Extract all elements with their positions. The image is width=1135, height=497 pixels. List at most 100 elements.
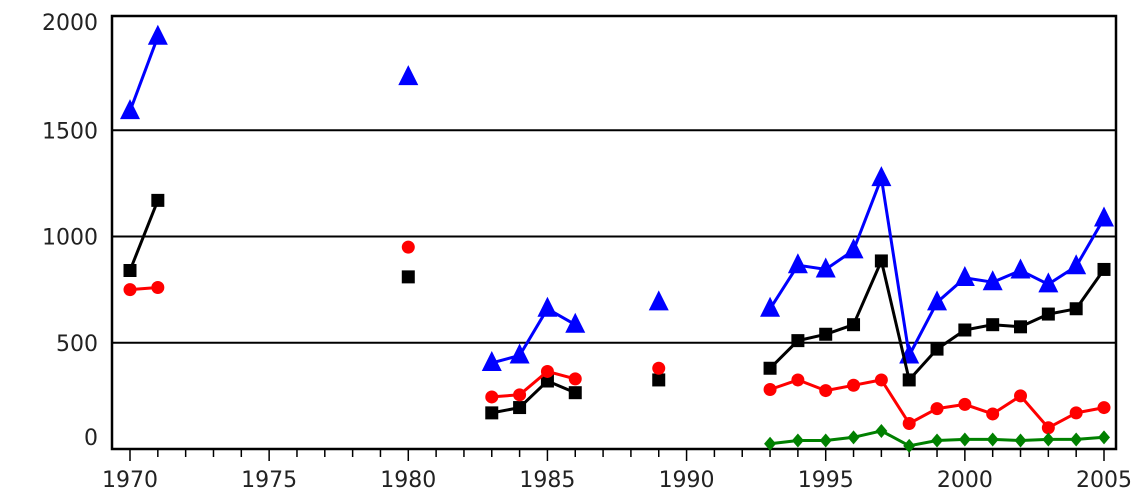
data-point (763, 383, 777, 396)
data-point (875, 423, 888, 438)
data-point (652, 373, 666, 387)
data-point (1097, 262, 1111, 276)
data-point (815, 257, 836, 278)
y-tick-label: 0 (84, 426, 98, 451)
x-tick-label: 2005 (1076, 468, 1132, 493)
data-point (481, 350, 502, 371)
data-point (958, 397, 972, 411)
series-3 (764, 423, 1110, 453)
data-point (819, 433, 832, 448)
data-point (568, 386, 582, 400)
data-point (1069, 302, 1083, 316)
y-tick-label: 2000 (42, 11, 98, 36)
data-point (1038, 272, 1059, 293)
data-point (1098, 430, 1110, 445)
data-point (123, 283, 137, 297)
data-point (847, 378, 861, 392)
data-point (871, 166, 892, 187)
grid-lines (112, 129, 1116, 344)
y-tick-label: 1500 (42, 119, 98, 144)
y-axis-labels: 0 500 1000 1500 2000 (42, 11, 98, 451)
data-point (652, 361, 666, 375)
x-tick-label: 1990 (659, 468, 715, 493)
data-point (513, 401, 527, 415)
data-point (120, 99, 140, 120)
data-point (874, 254, 888, 268)
x-axis-labels: 1970 1975 1980 1985 1990 1995 2000 2005 (102, 468, 1132, 493)
series-layer (120, 24, 1114, 453)
data-point (958, 323, 972, 337)
series-line (491, 379, 576, 415)
series-2 (123, 240, 1111, 435)
data-point (930, 342, 944, 356)
data-point (1066, 254, 1087, 275)
data-point (819, 327, 833, 341)
data-point (1010, 258, 1031, 279)
data-point (151, 193, 165, 207)
series-0 (120, 24, 1114, 371)
data-point (982, 270, 1003, 291)
data-point (958, 432, 971, 447)
data-point (398, 65, 419, 86)
x-tick-label: 1980 (380, 468, 436, 493)
y-tick-label: 1000 (42, 226, 98, 251)
data-point (986, 407, 1000, 421)
data-point (791, 334, 805, 348)
data-point (540, 374, 554, 388)
data-point (847, 318, 861, 332)
data-point (151, 281, 165, 294)
data-point (903, 438, 916, 453)
data-point (513, 388, 527, 402)
data-point (986, 318, 1000, 332)
data-point (874, 373, 888, 387)
data-point (791, 373, 805, 387)
data-point (787, 253, 808, 274)
plot-frame (110, 14, 1118, 451)
series-line (491, 369, 576, 399)
data-point (763, 361, 777, 375)
data-point (1069, 406, 1083, 420)
data-point (123, 264, 137, 277)
data-point (1041, 421, 1055, 435)
series-line (491, 307, 577, 365)
x-tick-label: 1975 (241, 468, 297, 493)
data-point (819, 384, 833, 398)
data-point (791, 433, 804, 448)
data-point (954, 265, 975, 286)
data-point (1094, 206, 1114, 227)
data-point (931, 433, 944, 448)
x-axis-ticks (129, 449, 1105, 461)
data-point (764, 436, 777, 451)
series-1 (123, 193, 1111, 420)
data-point (843, 238, 864, 259)
data-point (1014, 433, 1027, 448)
data-point (1041, 307, 1055, 321)
data-point (1014, 320, 1028, 334)
data-point (847, 430, 860, 445)
data-point (927, 290, 948, 311)
data-point (568, 372, 582, 386)
data-point (540, 364, 554, 378)
data-point (902, 417, 916, 430)
data-point (760, 296, 781, 317)
series-line (128, 199, 160, 272)
data-point (485, 406, 499, 420)
data-point (902, 373, 916, 387)
data-point (509, 343, 530, 364)
data-point (1042, 432, 1055, 447)
data-point (1014, 389, 1028, 403)
data-point (648, 290, 669, 311)
data-point (147, 24, 168, 45)
x-tick-label: 2000 (937, 468, 993, 493)
data-point (537, 296, 558, 317)
y-tick-label: 500 (56, 332, 98, 357)
x-tick-label: 1995 (798, 468, 854, 493)
data-point (930, 402, 944, 416)
data-point (1070, 432, 1083, 447)
data-point (401, 270, 415, 284)
data-point (986, 432, 999, 447)
data-point (401, 240, 415, 254)
data-point (565, 312, 586, 333)
data-point (485, 390, 499, 404)
series-line (128, 36, 160, 112)
